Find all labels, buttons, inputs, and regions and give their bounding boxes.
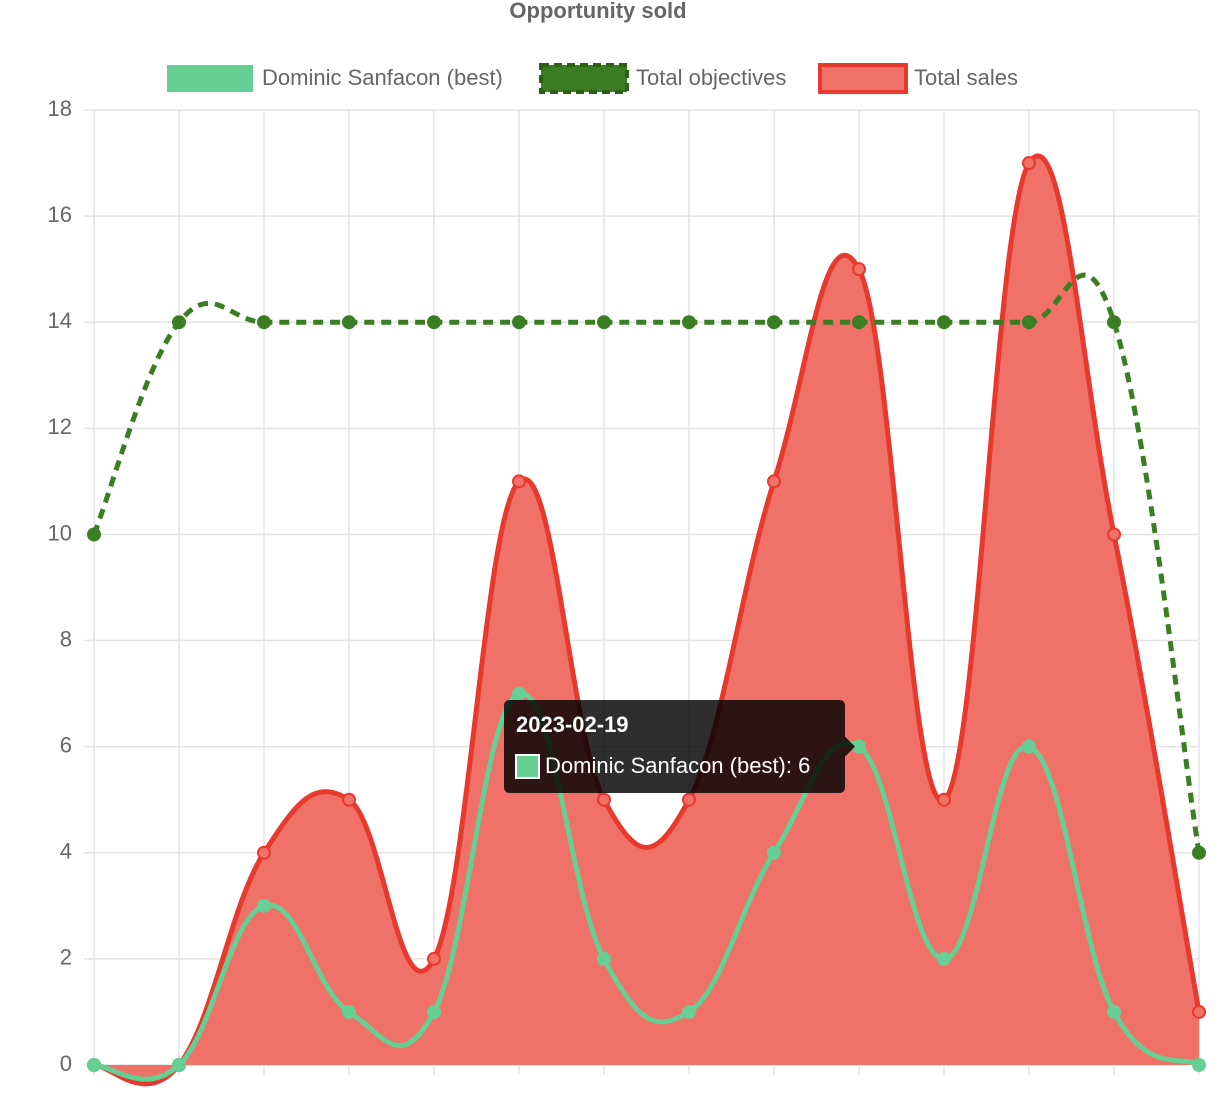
legend-label: Dominic Sanfacon (best): [262, 65, 503, 90]
y-tick-label: 6: [60, 732, 72, 757]
point: [1107, 1004, 1121, 1019]
point: [767, 845, 781, 860]
y-tick-label: 4: [60, 839, 72, 864]
point: [937, 315, 951, 330]
point: [257, 845, 271, 860]
point: [87, 527, 101, 542]
point: [342, 315, 356, 330]
tooltip: 2023-02-19 Dominic Sanfacon (best): 6: [504, 700, 855, 793]
point: [1107, 527, 1121, 542]
tooltip-box: [504, 700, 855, 793]
point: [1192, 1004, 1206, 1019]
point: [767, 474, 781, 489]
point: [172, 1058, 186, 1072]
legend-item: Total sales: [818, 63, 1018, 94]
y-tick-label: 18: [48, 96, 72, 121]
point: [427, 315, 441, 330]
point: [257, 898, 271, 913]
legend-swatch: [167, 65, 253, 92]
y-tick-label: 2: [60, 945, 72, 970]
point: [597, 792, 611, 807]
y-tick-label: 10: [48, 520, 72, 545]
point: [172, 315, 186, 330]
y-tick-label: 16: [48, 202, 72, 227]
point: [682, 792, 696, 807]
line: [93, 691, 1201, 1082]
legend-item: Total objectives: [539, 63, 786, 94]
point: [1192, 1058, 1206, 1072]
point: [342, 792, 356, 807]
point: [512, 315, 526, 330]
legend-swatch: [818, 63, 908, 94]
y-tick-label: 8: [60, 626, 72, 651]
point: [937, 792, 951, 807]
tooltip-title: 2023-02-19: [516, 712, 629, 737]
point: [767, 315, 781, 330]
point: [937, 951, 951, 966]
point: [1107, 315, 1121, 330]
area: [94, 155, 1199, 1084]
point: [1022, 156, 1036, 171]
point: [597, 951, 611, 966]
point: [257, 315, 271, 330]
point: [1192, 845, 1206, 860]
point: [682, 1004, 696, 1019]
point: [512, 686, 526, 701]
point: [597, 315, 611, 330]
tooltip-label: Dominic Sanfacon (best): 6: [545, 753, 810, 778]
legend-swatch: [539, 63, 629, 94]
point: [1022, 739, 1036, 754]
point: [342, 1004, 356, 1019]
point: [1022, 315, 1036, 330]
point: [427, 1004, 441, 1019]
point: [427, 951, 441, 966]
chart-title: Opportunity sold: [509, 0, 686, 23]
y-tick-label: 0: [60, 1051, 72, 1076]
y-tick-label: 12: [48, 414, 72, 439]
point: [852, 315, 866, 330]
y-tick-label: 14: [48, 308, 72, 333]
point: [682, 315, 696, 330]
point: [512, 474, 526, 489]
point: [852, 262, 866, 277]
legend-label: Total sales: [914, 65, 1018, 90]
point: [87, 1058, 101, 1072]
legend-item: Dominic Sanfacon (best): [167, 65, 503, 92]
legend-label: Total objectives: [636, 65, 786, 90]
tooltip-swatch: [515, 754, 540, 779]
